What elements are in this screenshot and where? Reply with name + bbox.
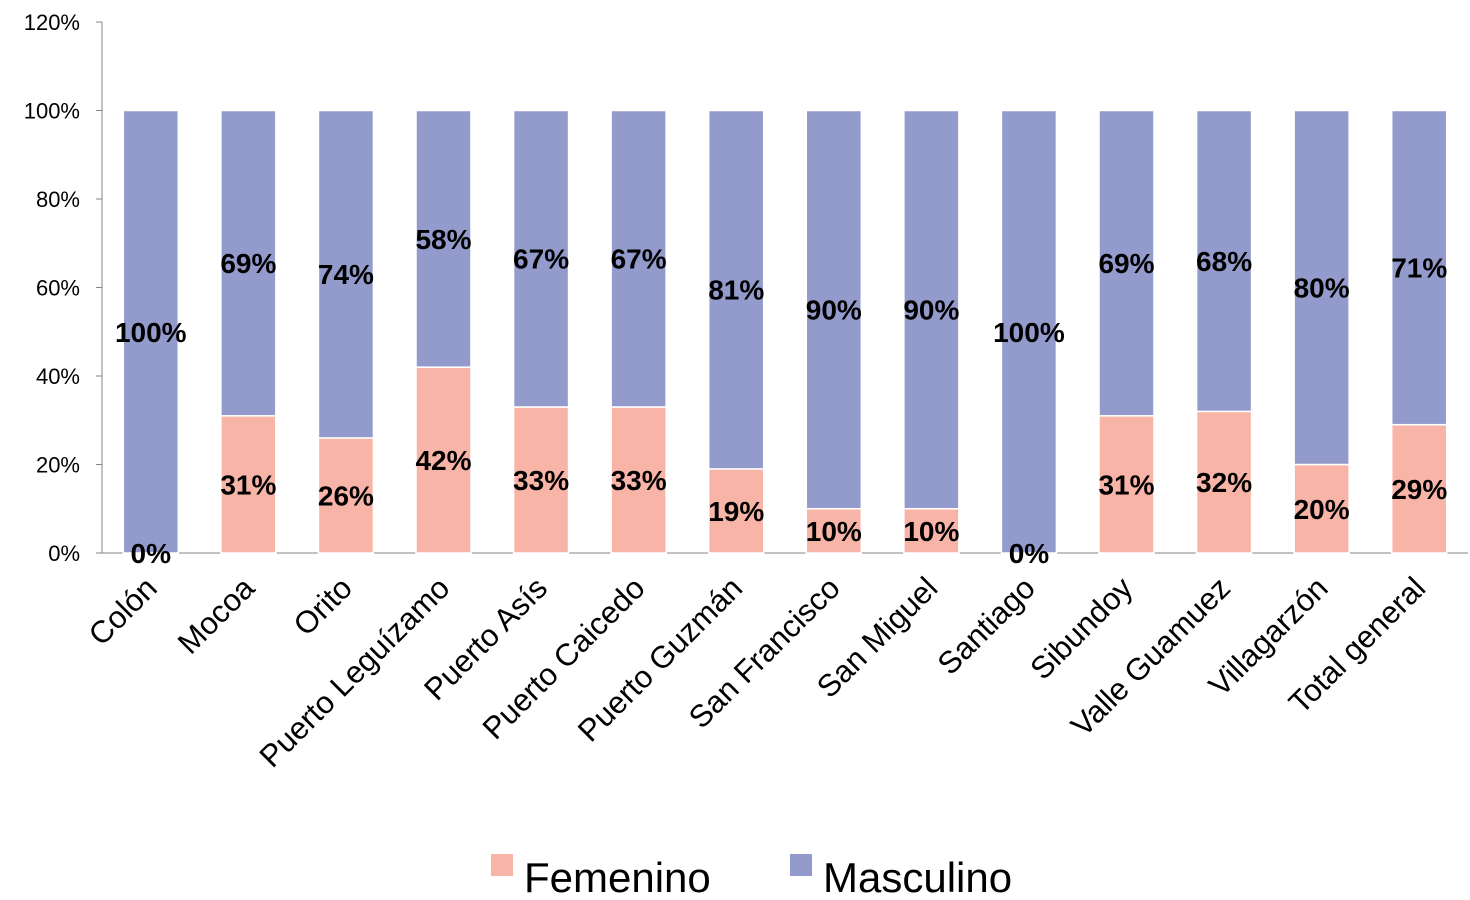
bar-femenino-8: [903, 508, 960, 554]
bar-femenino-11: [1195, 410, 1253, 554]
data-label-femenino: 10%: [903, 516, 959, 547]
data-label-masculino: 69%: [1098, 248, 1154, 279]
legend-label-femenino: Femenino: [524, 854, 711, 900]
bar-masculino-5: [610, 109, 667, 408]
data-label-femenino: 29%: [1391, 474, 1447, 505]
x-category-label: Puerto Guzmán: [571, 570, 749, 748]
y-tick-label: 60%: [36, 276, 80, 301]
data-label-femenino: 0%: [1009, 538, 1050, 569]
bar-masculino-0: [122, 109, 180, 554]
legend-swatch-femenino: [491, 854, 513, 876]
bar-masculino-2: [317, 109, 375, 439]
data-label-masculino: 74%: [318, 259, 374, 290]
bar-masculino-13: [1390, 109, 1448, 426]
bar-masculino-10: [1098, 109, 1155, 417]
bar-masculino-8: [903, 109, 960, 510]
y-tick-label: 40%: [36, 364, 80, 389]
data-label-femenino: 10%: [806, 516, 862, 547]
data-label-femenino: 19%: [708, 496, 764, 527]
bar-masculino-7: [805, 109, 863, 510]
legend: Femenino Masculino: [491, 854, 1012, 900]
bar-femenino-10: [1098, 415, 1155, 554]
y-tick-label: 100%: [24, 99, 80, 124]
data-label-femenino: 32%: [1196, 467, 1252, 498]
bar-masculino-12: [1293, 109, 1350, 466]
bar-masculino-4: [512, 109, 570, 408]
data-label-masculino: 67%: [513, 244, 569, 275]
bar-femenino-1: [220, 415, 277, 554]
data-label-femenino: 26%: [318, 480, 374, 511]
y-axis: 0% 20% 40% 60% 80% 100% 120%: [24, 10, 1468, 566]
data-label-masculino: 80%: [1294, 273, 1350, 304]
data-label-femenino: 33%: [611, 465, 667, 496]
bar-masculino-9: [1000, 109, 1058, 554]
legend-label-masculino: Masculino: [823, 854, 1012, 900]
bar-masculino-6: [707, 109, 765, 470]
bar-femenino-3: [415, 366, 472, 554]
bar-masculino-1: [220, 109, 277, 417]
data-labels: 0% 100% 31% 69% 26% 74% 42% 58% 33% 67% 33% 67% 19% 8…: [115, 224, 1447, 569]
bars: [122, 109, 1448, 554]
bar-femenino-7: [805, 508, 863, 554]
y-tick-label: 80%: [36, 187, 80, 212]
data-label-masculino: 100%: [993, 317, 1065, 348]
data-label-masculino: 90%: [903, 295, 959, 326]
x-category-label: Mocoa: [171, 570, 262, 661]
legend-swatch-masculino: [790, 854, 812, 876]
data-label-masculino: 81%: [708, 275, 764, 306]
y-tick-label: 0%: [48, 541, 80, 566]
bar-femenino-5: [610, 406, 667, 554]
data-label-masculino: 69%: [220, 248, 276, 279]
x-category-label: Colón: [82, 570, 164, 652]
data-label-femenino: 31%: [220, 469, 276, 500]
bar-femenino-6: [707, 468, 765, 554]
data-label-masculino: 100%: [115, 317, 187, 348]
data-label-femenino: 0%: [131, 538, 172, 569]
x-category-label: Orito: [287, 570, 359, 642]
data-label-masculino: 68%: [1196, 246, 1252, 277]
bar-masculino-3: [415, 109, 472, 368]
data-label-femenino: 42%: [415, 445, 471, 476]
data-label-femenino: 31%: [1098, 469, 1154, 500]
data-label-femenino: 33%: [513, 465, 569, 496]
y-tick-label: 120%: [24, 10, 80, 35]
data-label-masculino: 71%: [1391, 253, 1447, 284]
x-category-label: Puerto Leguízamo: [253, 570, 457, 774]
data-label-masculino: 67%: [611, 244, 667, 275]
y-tick-label: 20%: [36, 453, 80, 478]
data-label-femenino: 20%: [1294, 494, 1350, 525]
bar-masculino-11: [1195, 109, 1253, 413]
data-label-masculino: 90%: [806, 295, 862, 326]
data-label-masculino: 58%: [415, 224, 471, 255]
